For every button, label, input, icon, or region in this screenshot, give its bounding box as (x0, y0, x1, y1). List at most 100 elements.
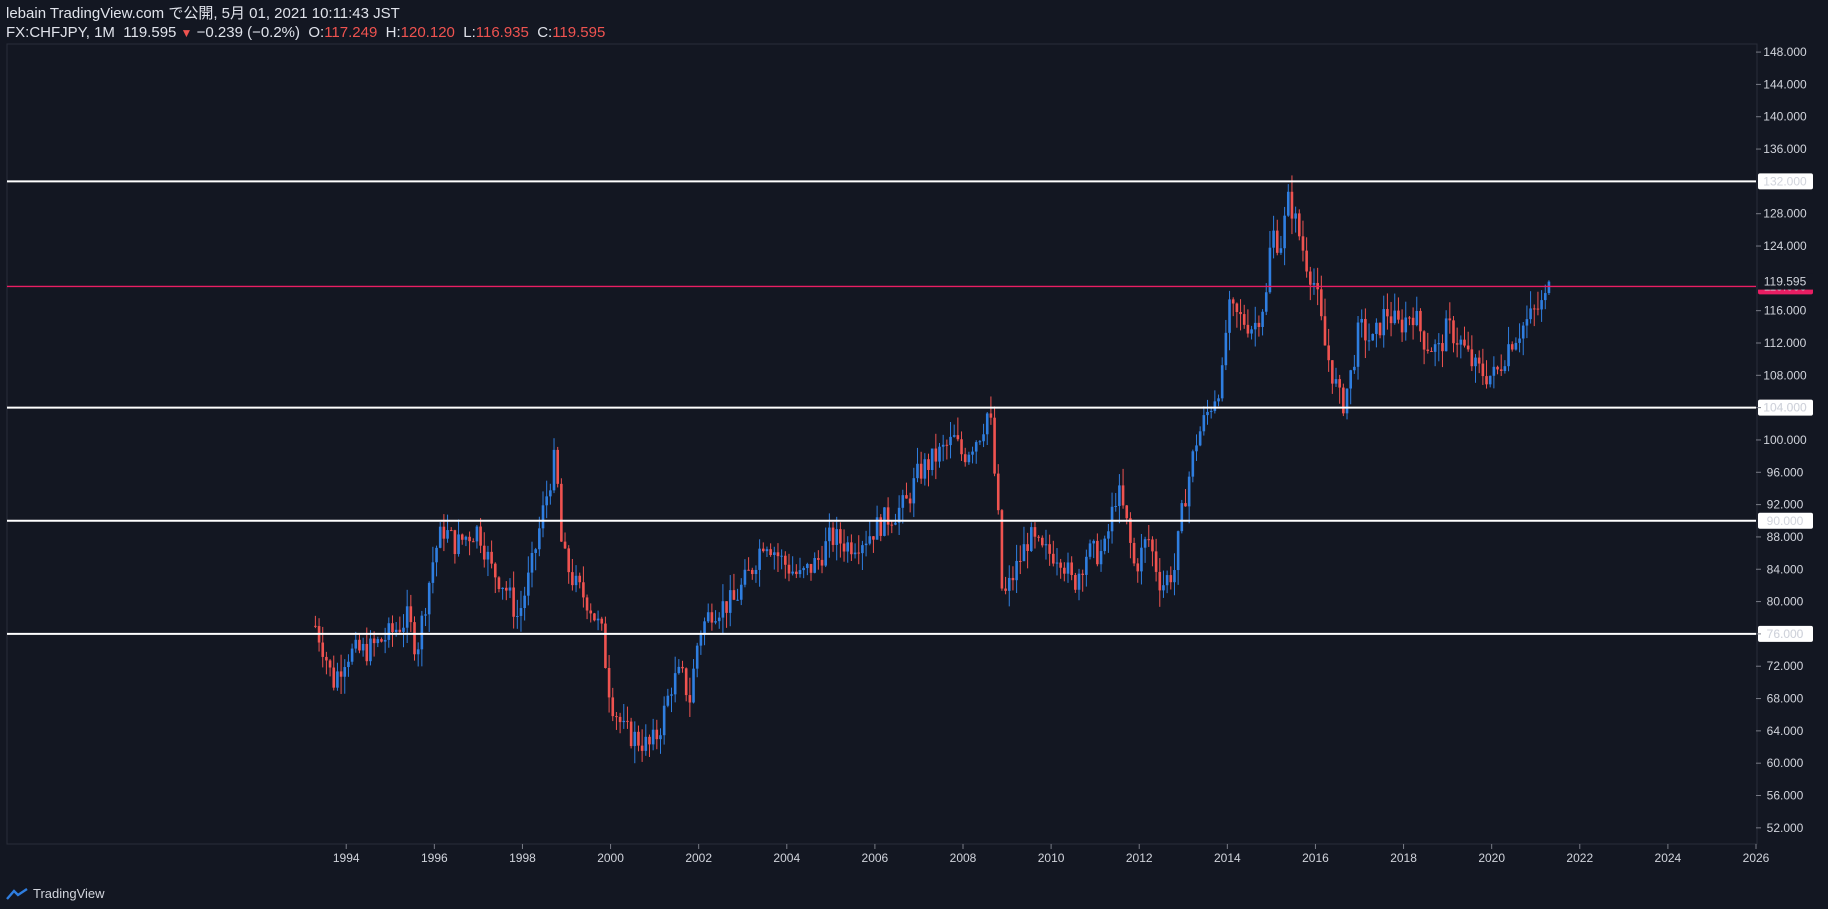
candle (1176, 530, 1180, 585)
candle (949, 422, 952, 459)
candle (611, 687, 615, 722)
candle (1077, 568, 1081, 601)
candle (1297, 209, 1301, 241)
candle (743, 559, 747, 588)
open-value: 117.249 (324, 24, 378, 41)
candle (541, 491, 545, 538)
y-tick-label: 144.000 (1763, 77, 1807, 91)
y-tick-label: 64.000 (1767, 724, 1804, 738)
candle (813, 552, 816, 574)
candle (916, 447, 919, 483)
y-tick-label: 84.000 (1767, 562, 1804, 576)
candle (835, 516, 839, 561)
level-76.000-label: 76.000 (1767, 627, 1804, 641)
candle (486, 545, 490, 577)
candle (1529, 291, 1532, 324)
candle (1004, 576, 1007, 595)
candle (938, 442, 941, 468)
candle (1393, 293, 1397, 325)
candle (453, 529, 457, 564)
level-90.000-label: 90.000 (1767, 514, 1804, 528)
candle (1375, 318, 1378, 348)
candle (1242, 304, 1246, 329)
candle (1110, 492, 1114, 544)
candle (809, 563, 813, 581)
candle (1474, 354, 1477, 383)
candle (879, 514, 883, 542)
candle (941, 434, 945, 462)
candle (890, 520, 894, 534)
candle (1015, 544, 1018, 594)
candle (802, 566, 805, 579)
candle (1272, 215, 1275, 259)
candle (1187, 471, 1191, 524)
candle (589, 603, 593, 623)
candle (578, 572, 582, 589)
candle (1305, 237, 1308, 278)
candle (1294, 206, 1297, 233)
candle (1386, 293, 1389, 330)
x-tick-label: 2012 (1126, 851, 1153, 865)
symbol-label: FX:CHFJPY, 1M (6, 24, 115, 41)
candle (736, 588, 739, 601)
candle (391, 615, 394, 647)
price-axis[interactable]: 52.000 56.000 60.000 64.000 68.000 72.000 76.0… (1756, 45, 1807, 835)
y-tick-label: 76.000 (1767, 627, 1804, 641)
candle (739, 578, 743, 606)
candle (923, 453, 927, 486)
candle (361, 637, 365, 657)
candle (622, 704, 626, 729)
candle (497, 576, 501, 593)
candle (945, 439, 949, 460)
candle (761, 542, 765, 553)
candle (413, 616, 416, 661)
candle (523, 586, 526, 621)
price-change: −0.239 (−0.2%) (196, 24, 301, 41)
x-tick-label: 2008 (950, 851, 977, 865)
candle (1342, 383, 1345, 417)
candle (776, 543, 780, 572)
candle (662, 696, 666, 745)
candle (508, 578, 512, 599)
candles-group (314, 175, 1551, 764)
candle (1121, 468, 1125, 509)
candle (1382, 295, 1386, 348)
candle (1231, 297, 1235, 317)
x-tick-label: 1994 (333, 851, 360, 865)
candle (571, 558, 574, 591)
brand-footer[interactable]: TradingView (6, 886, 105, 901)
candle (1041, 535, 1044, 548)
last-price-axis-label: 119.595 (1764, 275, 1807, 289)
candle (347, 654, 350, 677)
candle (670, 687, 673, 713)
candle (717, 612, 721, 629)
candle (1202, 406, 1206, 436)
high-label: H: (385, 24, 401, 41)
candle (1353, 354, 1356, 374)
y-tick-label: 116.000 (1764, 304, 1807, 318)
candle (1195, 434, 1198, 461)
candle (552, 438, 556, 494)
candle (831, 522, 835, 552)
candle (1455, 327, 1459, 358)
x-tick-label: 2014 (1214, 851, 1241, 865)
candle (527, 556, 530, 606)
candle (1419, 308, 1422, 342)
chart-header: lebain TradingView.com で公開, 5月 01, 2021 … (6, 4, 605, 43)
candle (864, 530, 868, 557)
candle (1070, 556, 1073, 581)
candle (358, 633, 361, 654)
time-axis[interactable]: 1994 1996 1998 2000 2002 2004 2006 2008 2010 2012… (333, 844, 1770, 865)
candle (1496, 365, 1499, 375)
y-tick-label: 80.000 (1767, 595, 1804, 609)
candle (1158, 558, 1162, 607)
candle (468, 531, 471, 556)
candle (850, 534, 853, 561)
candle (750, 567, 754, 580)
candle (714, 610, 717, 625)
level-104.000-label-box (1758, 399, 1813, 416)
candle (772, 546, 776, 570)
candle (1389, 301, 1393, 337)
